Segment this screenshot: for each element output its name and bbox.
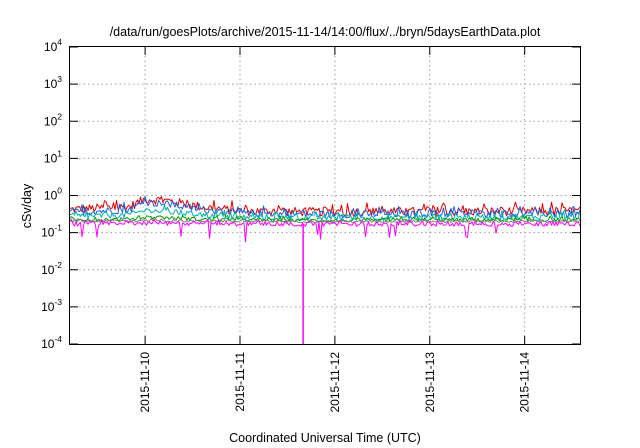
- y-tick-label: 103: [44, 74, 62, 91]
- series-line: [69, 204, 581, 221]
- y-tick-label: 10-4: [41, 334, 62, 351]
- series-line: [69, 196, 581, 217]
- x-tick-label: 2015-11-11: [233, 352, 247, 412]
- y-tick-label: 10-1: [41, 223, 62, 240]
- y-tick-label: 10-3: [41, 297, 62, 314]
- y-tick-label: 10-2: [41, 260, 62, 277]
- series-line: [69, 217, 581, 224]
- x-axis-label: Coordinated Universal Time (UTC): [229, 431, 421, 445]
- y-tick-label: 102: [44, 111, 62, 128]
- data-series: [69, 195, 581, 345]
- x-tick-label: 2015-11-10: [138, 352, 152, 413]
- x-tick-label: 2015-11-12: [328, 352, 342, 413]
- axis-ticks: 10-4 10-3 10-2 10-1 100 101 102 103 104 2015-11-1…: [41, 37, 580, 413]
- x-tick-label: 2015-11-14: [518, 352, 532, 413]
- y-axis-label: cSv/day: [20, 183, 34, 228]
- plot-frame: [69, 46, 581, 345]
- y-tick-label: 100: [44, 186, 62, 203]
- chart-title: /data/run/goesPlots/archive/2015-11-14/1…: [110, 25, 541, 39]
- x-tick-label: 2015-11-13: [423, 352, 437, 413]
- series-line: [69, 218, 581, 345]
- y-tick-label: 104: [44, 37, 62, 54]
- y-tick-label: 101: [44, 148, 62, 165]
- grid: [70, 47, 580, 344]
